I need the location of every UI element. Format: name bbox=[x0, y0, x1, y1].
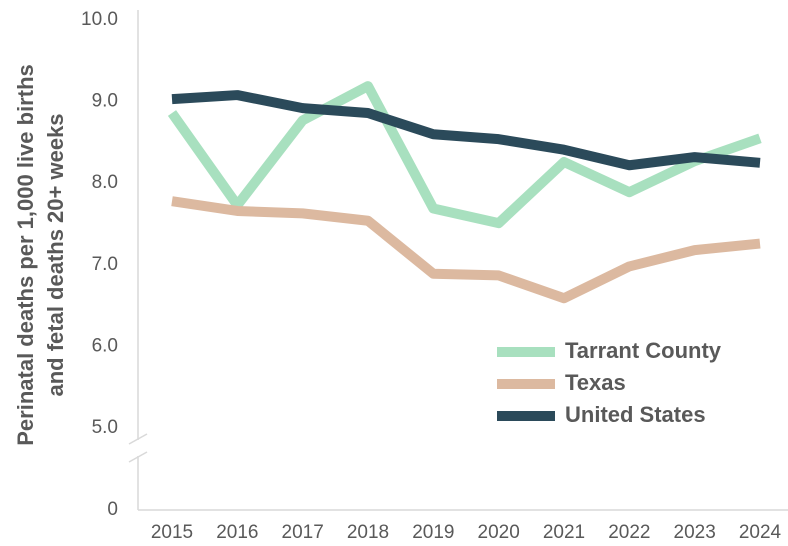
x-tick-label: 2019 bbox=[412, 522, 454, 543]
y-tick-label: 9.0 bbox=[92, 91, 118, 112]
y-tick-label: 10.0 bbox=[81, 9, 118, 30]
legend-label: Tarrant County bbox=[565, 338, 722, 363]
x-tick-label: 2023 bbox=[674, 522, 716, 543]
x-tick-label: 2017 bbox=[282, 522, 324, 543]
x-tick-label: 2016 bbox=[216, 522, 258, 543]
axis-break bbox=[128, 433, 148, 445]
series-line bbox=[167, 81, 762, 229]
y-axis-label: Perinatal deaths per 1,000 live births bbox=[13, 64, 38, 446]
x-tick-label: 2015 bbox=[151, 522, 193, 543]
series-line bbox=[171, 196, 761, 304]
y-tick-label: 8.0 bbox=[92, 172, 118, 193]
x-tick-label: 2022 bbox=[608, 522, 650, 543]
x-tick-label: 2020 bbox=[478, 522, 520, 543]
x-tick-label: 2018 bbox=[347, 522, 389, 543]
y-tick-label: 6.0 bbox=[92, 335, 118, 356]
legend-label: United States bbox=[565, 402, 706, 427]
y-axis-label: and fetal deaths 20+ weeks bbox=[43, 113, 68, 396]
x-tick-label: 2024 bbox=[739, 522, 782, 543]
y-tick-label: 5.0 bbox=[92, 417, 118, 438]
series-line bbox=[171, 90, 761, 171]
axis-break bbox=[128, 451, 148, 463]
y-tick-label: 7.0 bbox=[92, 254, 118, 275]
legend-label: Texas bbox=[565, 370, 626, 395]
y-tick-label: 0 bbox=[107, 499, 118, 520]
x-tick-label: 2021 bbox=[543, 522, 585, 543]
